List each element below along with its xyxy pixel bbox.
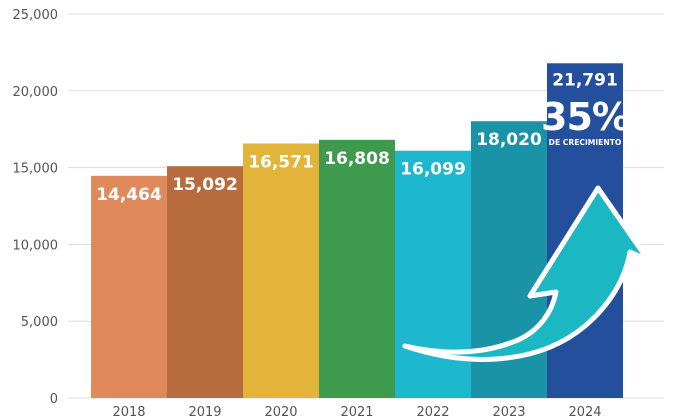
x-tick-label: 2018 xyxy=(112,405,145,420)
y-tick-label: 5,000 xyxy=(21,315,58,330)
x-tick-label: 2022 xyxy=(416,405,449,420)
y-tick-label: 25,000 xyxy=(13,8,59,23)
growth-percent: 35% xyxy=(541,95,629,139)
x-tick-label: 2020 xyxy=(264,405,297,420)
y-tick-label: 20,000 xyxy=(13,85,59,100)
value-label: 21,791 xyxy=(552,70,618,90)
bar-2021 xyxy=(319,139,395,399)
bar-2019 xyxy=(167,166,243,398)
bar-2018 xyxy=(91,175,167,398)
value-label: 18,020 xyxy=(476,130,542,150)
value-label: 16,808 xyxy=(324,149,390,169)
value-label: 16,571 xyxy=(248,152,314,172)
growth-annotation: 35%DE CRECIMIENTO xyxy=(402,95,651,362)
y-tick-label: 0 xyxy=(50,392,58,407)
y-tick-label: 10,000 xyxy=(13,238,59,253)
value-label: 15,092 xyxy=(172,175,238,195)
growth-arrow-icon xyxy=(402,185,651,362)
growth-caption: DE CRECIMIENTO xyxy=(549,138,622,147)
x-axis: 2018 2019 2020 2021 2022 2023 2024 xyxy=(112,405,601,420)
x-tick-label: 2021 xyxy=(340,405,373,420)
bar-2022 xyxy=(395,150,471,398)
x-tick-label: 2019 xyxy=(188,405,221,420)
bar-2020 xyxy=(243,143,319,398)
y-axis: 0 5,000 10,000 15,000 20,000 25,000 xyxy=(13,8,59,407)
y-tick-label: 15,000 xyxy=(13,162,59,177)
x-tick-label: 2023 xyxy=(492,405,525,420)
x-tick-label: 2024 xyxy=(568,405,601,420)
value-label: 14,464 xyxy=(96,185,162,205)
value-label: 16,099 xyxy=(400,160,466,180)
